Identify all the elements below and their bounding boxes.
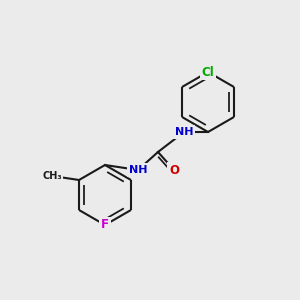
Text: Cl: Cl xyxy=(202,65,214,79)
Text: F: F xyxy=(101,218,109,232)
Text: NH: NH xyxy=(129,165,147,175)
Text: O: O xyxy=(169,164,179,176)
Text: CH₃: CH₃ xyxy=(42,171,62,181)
Text: NH: NH xyxy=(175,127,193,137)
